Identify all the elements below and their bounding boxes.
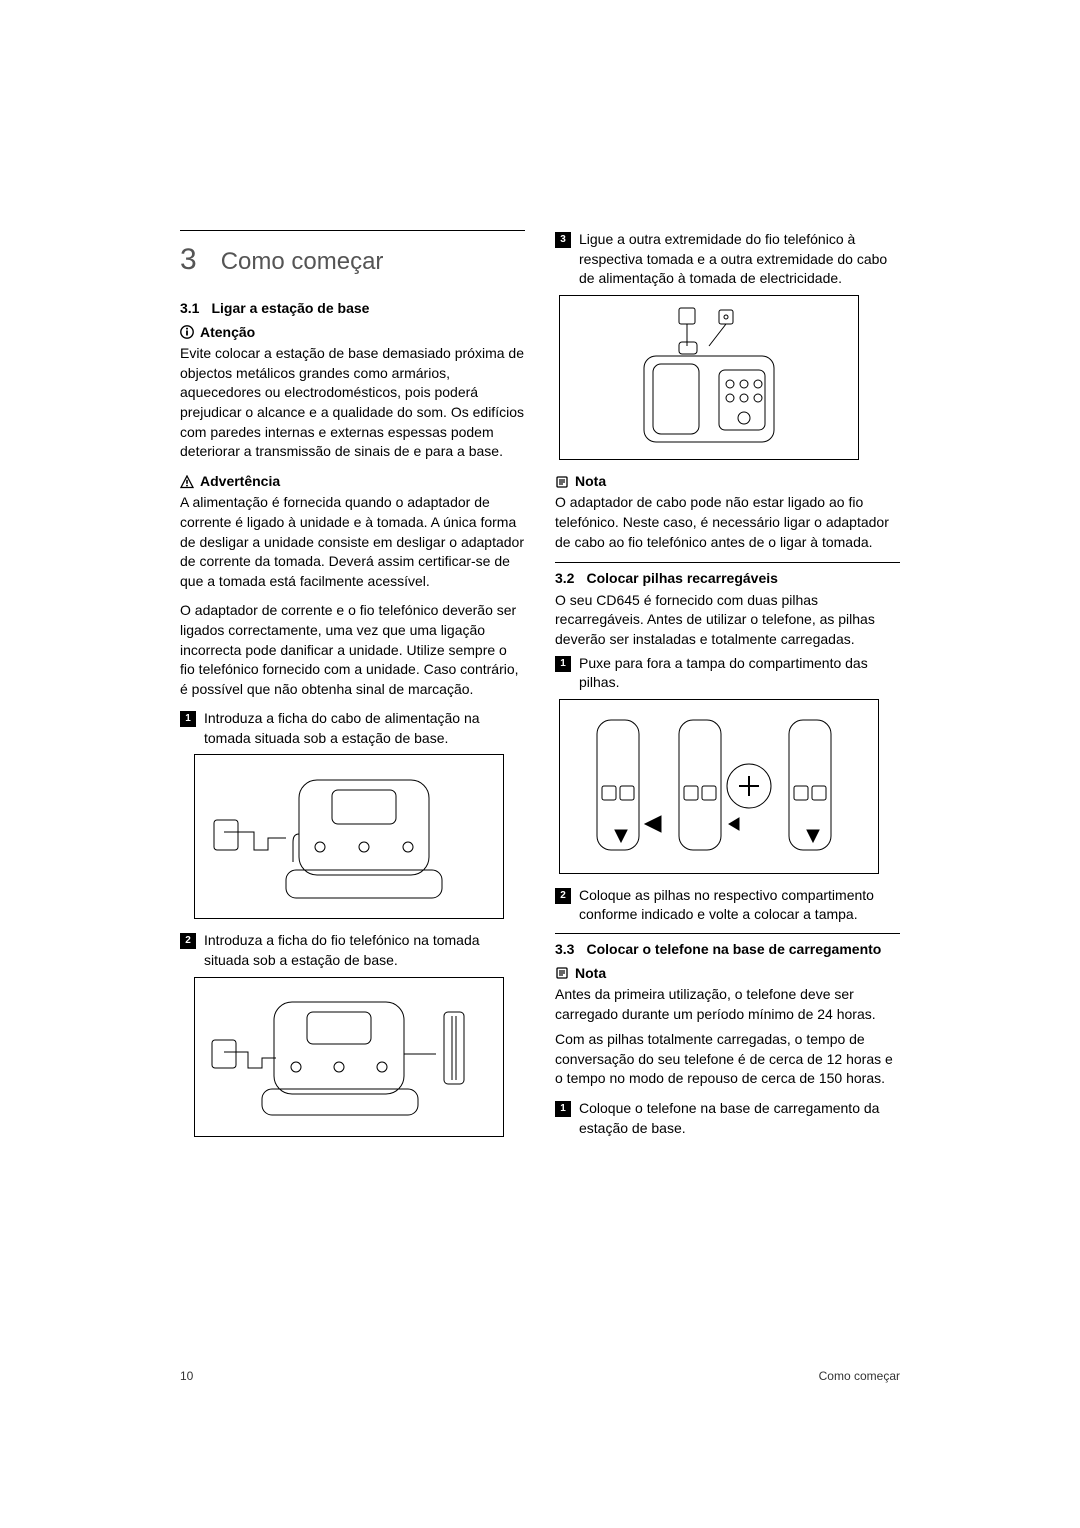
s33-step-1-text: Coloque o telefone na base de carregamen… — [579, 1099, 900, 1138]
step-badge-2: 2 — [555, 888, 571, 904]
warning-p2: O adaptador de corrente e o fio telefóni… — [180, 601, 525, 699]
s33-step-1: 1 Coloque o telefone na base de carregam… — [555, 1099, 900, 1138]
section-title: Colocar pilhas recarregáveis — [586, 569, 777, 589]
note-1-text: O adaptador de cabo pode não estar ligad… — [555, 493, 900, 552]
info-icon — [180, 325, 194, 339]
section-3-2-intro: O seu CD645 é fornecido com duas pilhas … — [555, 591, 900, 650]
section-title: Ligar a estação de base — [211, 299, 369, 319]
warning-icon — [180, 475, 194, 489]
figure-base-phone-line — [194, 977, 504, 1137]
step-badge-3: 3 — [555, 232, 571, 248]
s32-step-2: 2 Coloque as pilhas no respectivo compar… — [555, 886, 900, 925]
section-number: 3.3 — [555, 940, 574, 960]
step-2: 2 Introduza a ficha do fio telefónico na… — [180, 931, 525, 970]
figure-base-power — [194, 754, 504, 919]
step-3-text: Ligue a outra extremidade do fio telefón… — [579, 230, 900, 289]
s32-step-2-text: Coloque as pilhas no respectivo comparti… — [579, 886, 900, 925]
section-3-3-heading: 3.3 Colocar o telefone na base de carreg… — [555, 940, 900, 960]
section-title: Colocar o telefone na base de carregamen… — [586, 940, 881, 960]
note-icon — [555, 475, 569, 489]
section-number: 3.1 — [180, 299, 199, 319]
s32-step-1: 1 Puxe para fora a tampa do compartiment… — [555, 654, 900, 693]
attention-text: Evite colocar a estação de base demasiad… — [180, 344, 525, 462]
left-column: 3 Como começar 3.1 Ligar a estação de ba… — [180, 230, 525, 1149]
step-1-text: Introduza a ficha do cabo de alimentação… — [204, 709, 525, 748]
footer-label: Como começar — [819, 1369, 900, 1383]
note-icon — [555, 966, 569, 980]
warning-p1: A alimentação é fornecida quando o adapt… — [180, 493, 525, 591]
figure-wall-connection — [559, 295, 859, 460]
note-2-label: Nota — [575, 964, 606, 984]
page-footer: 10 Como começar — [180, 1369, 900, 1383]
section-number: 3.2 — [555, 569, 574, 589]
attention-label: Atenção — [200, 323, 255, 343]
section-3-2-heading: 3.2 Colocar pilhas recarregáveis — [555, 569, 900, 589]
step-badge-1: 1 — [180, 711, 196, 727]
note-2-p2: Com as pilhas totalmente carregadas, o t… — [555, 1030, 900, 1089]
rule-3-3 — [555, 933, 900, 934]
step-1: 1 Introduza a ficha do cabo de alimentaç… — [180, 709, 525, 748]
note-2-p1: Antes da primeira utilização, o telefone… — [555, 985, 900, 1024]
warning-label: Advertência — [200, 472, 280, 492]
warning-heading: Advertência — [180, 472, 525, 492]
s32-step-1-text: Puxe para fora a tampa do compartimento … — [579, 654, 900, 693]
right-column: 3 Ligue a outra extremidade do fio telef… — [555, 230, 900, 1149]
step-badge-1: 1 — [555, 656, 571, 672]
chapter-number: 3 — [180, 239, 197, 281]
rule-3-2 — [555, 562, 900, 563]
page-content: 3 Como começar 3.1 Ligar a estação de ba… — [0, 0, 1080, 1209]
step-badge-1: 1 — [555, 1101, 571, 1117]
section-3-1-heading: 3.1 Ligar a estação de base — [180, 299, 525, 319]
figure-batteries — [559, 699, 879, 874]
step-3: 3 Ligue a outra extremidade do fio telef… — [555, 230, 900, 289]
attention-heading: Atenção — [180, 323, 525, 343]
step-badge-2: 2 — [180, 933, 196, 949]
note-1-label: Nota — [575, 472, 606, 492]
chapter-header: 3 Como começar — [180, 230, 525, 281]
step-2-text: Introduza a ficha do fio telefónico na t… — [204, 931, 525, 970]
note-1-heading: Nota — [555, 472, 900, 492]
note-2-heading: Nota — [555, 964, 900, 984]
page-number: 10 — [180, 1369, 193, 1383]
chapter-title: Como começar — [221, 245, 384, 279]
